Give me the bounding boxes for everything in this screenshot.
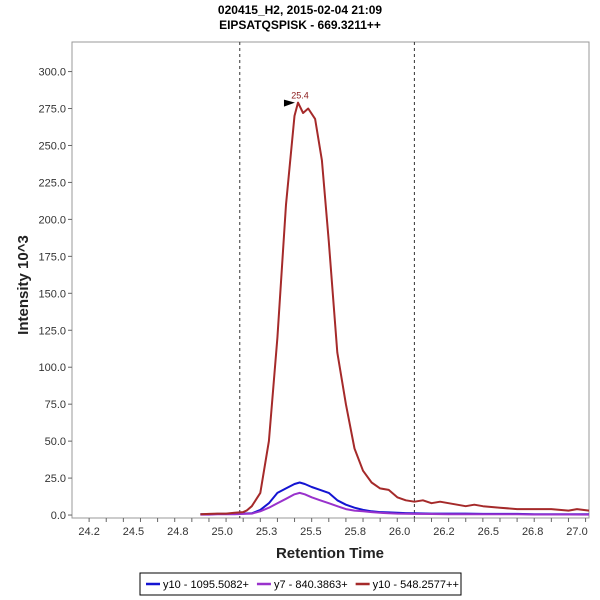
x-tick-label: 26.5 — [478, 526, 499, 538]
x-tick-label: 26.2 — [433, 526, 454, 538]
y-tick-label: 300.0 — [38, 67, 66, 79]
peak-marker-arrow — [283, 99, 295, 107]
y-tick-label: 125.0 — [38, 325, 66, 337]
x-tick-label: 24.2 — [78, 526, 99, 538]
integration-boundaries — [239, 42, 415, 518]
y-tick-label: 150.0 — [38, 288, 66, 300]
y-axis: 0.0 25.0 50.0 75.0 100.0 125.0 150.0 175.0 200.0… — [38, 67, 72, 522]
y-tick-label: 25.0 — [45, 473, 66, 485]
y-tick-label: 50.0 — [45, 436, 66, 448]
legend: y10 - 1095.5082+ y7 - 840.3863+ y10 - 548.… — [139, 572, 462, 596]
chart-subtitle: EIPSATQSPISK - 669.3211++ — [219, 18, 381, 32]
legend-label: y10 - 1095.5082+ — [163, 579, 249, 591]
x-tick-label: 24.8 — [167, 526, 188, 538]
x-axis-label: Retention Time — [276, 545, 384, 562]
x-tick-label: 26.8 — [522, 526, 543, 538]
y-tick-label: 250.0 — [38, 140, 66, 152]
legend-box — [139, 572, 462, 596]
y-tick-label: 75.0 — [45, 399, 66, 411]
legend-label: y10 - 548.2577++ — [373, 579, 459, 591]
x-tick-label: 25.5 — [300, 526, 321, 538]
x-axis: 24.2 24.5 24.8 25.0 25.3 25.5 25.8 26.0 26.2 26.5… — [78, 518, 588, 538]
legend-label: y7 - 840.3863+ — [274, 579, 348, 591]
x-tick-label: 25.8 — [345, 526, 366, 538]
y-tick-label: 275.0 — [38, 104, 66, 116]
plot-area — [71, 41, 590, 519]
x-tick-label: 25.3 — [256, 526, 277, 538]
peak-annotation: 25.4 — [283, 91, 309, 107]
x-tick-label: 26.0 — [389, 526, 410, 538]
series-layer — [200, 101, 590, 516]
y-tick-label: 200.0 — [38, 214, 66, 226]
y-tick-label: 0.0 — [51, 510, 66, 522]
series-line-2 — [200, 101, 590, 516]
y-tick-label: 225.0 — [38, 177, 66, 189]
x-tick-label: 27.0 — [566, 526, 587, 538]
y-axis-label: Intensity 10^3 — [15, 235, 32, 335]
series-line-1 — [200, 491, 590, 516]
x-tick-label: 24.5 — [123, 526, 144, 538]
chart-title: 020415_H2, 2015-02-04 21:09 — [218, 3, 382, 17]
x-tick-label: 25.0 — [211, 526, 232, 538]
y-tick-label: 100.0 — [38, 362, 66, 374]
peak-label: 25.4 — [291, 91, 309, 101]
y-tick-label: 175.0 — [38, 251, 66, 263]
